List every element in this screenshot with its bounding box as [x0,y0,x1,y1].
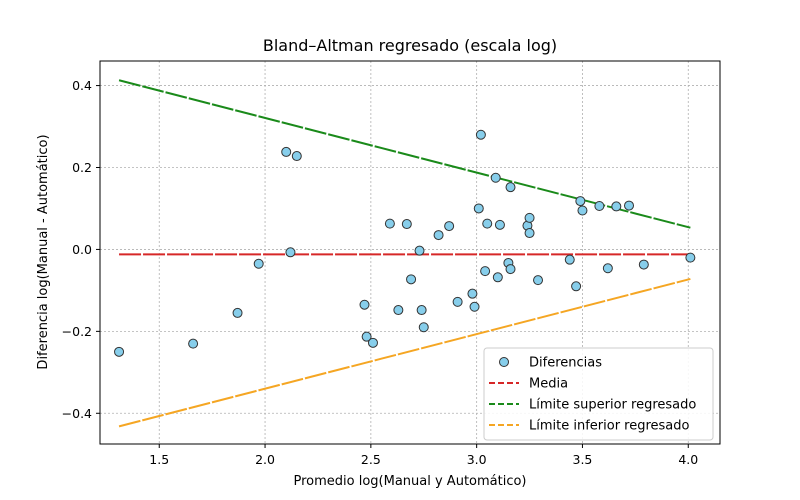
series-line-3 [118,277,691,428]
scatter-point [367,337,378,348]
scatter-point [505,264,516,275]
scatter-point [575,196,586,207]
y-tick-label: −0.2 [62,324,92,339]
legend-label: Media [529,377,568,392]
plot-frame [99,60,721,445]
x-tick-label: 3.0 [467,452,487,467]
x-tick-label: 1.5 [149,452,169,467]
scatter-point [490,172,501,183]
scatter-point [418,322,429,333]
scatter-point [393,305,404,316]
x-tick-label: 4.0 [678,452,698,467]
scatter-point [473,203,484,214]
scatter-point [571,281,582,292]
scatter-point [281,146,292,157]
scatter-point [638,259,649,270]
legend: Diferencias Media Límite superior regresad… [483,347,714,441]
scatter-point [505,182,516,193]
y-tick-label: 0.0 [72,242,92,257]
scatter-point [291,151,302,162]
scatter-point [482,218,493,229]
scatter-point [359,299,370,310]
scatter-point [253,258,264,269]
y-tick-label: −0.4 [62,406,92,421]
scatter-point [433,230,444,241]
scatter-point [467,288,478,299]
scatter-point [416,305,427,316]
legend-box [483,347,714,441]
scatter-point [285,247,296,258]
legend-label: Diferencias [529,356,602,371]
scatter-point [361,331,372,342]
x-tick-label: 3.5 [573,452,593,467]
scatter-point [469,301,480,312]
series-line-2 [118,79,691,229]
scatter-point [624,200,635,211]
scatter-point [232,307,243,318]
scatter-point [524,228,535,239]
y-tick-label: 0.4 [72,78,92,93]
x-axis-label: Promedio log(Manual y Automático) [293,474,526,489]
scatter-point [188,338,199,349]
scatter-point [577,205,588,216]
scatter-point [406,274,417,285]
scatter-point [533,275,544,286]
scatter-point [594,201,605,212]
scatter-point [384,218,395,229]
legend-label: Límite inferior regresado [529,419,690,434]
x-tick-label: 2.5 [361,452,381,467]
scatter-point [401,219,412,230]
scatter-point [524,212,535,223]
legend-marker [499,357,509,367]
y-axis-label: Diferencia log(Manual - Automático) [36,134,51,369]
y-tick-label: 0.2 [72,160,92,175]
scatter-point [480,266,491,277]
scatter-point [611,201,622,212]
scatter-point [564,254,575,265]
scatter-point [475,129,486,140]
x-tick-label: 2.0 [255,452,275,467]
scatter-point [492,272,503,283]
chart-title: Bland–Altman regresado (escala log) [263,36,557,55]
scatter-point [114,346,125,357]
scatter-point [602,263,613,274]
scatter-point [452,296,463,307]
legend-label: Límite superior regresado [529,398,696,413]
series-layer [114,79,696,428]
scatter-point [414,245,425,256]
scatter-point [444,221,455,232]
ticks: 1.5 2.0 2.5 3.0 3.5 4.0 −0.4 −0.2 0.0 0.2 0.4 [62,78,699,467]
scatter-point [685,252,696,263]
scatter-point [494,219,505,230]
